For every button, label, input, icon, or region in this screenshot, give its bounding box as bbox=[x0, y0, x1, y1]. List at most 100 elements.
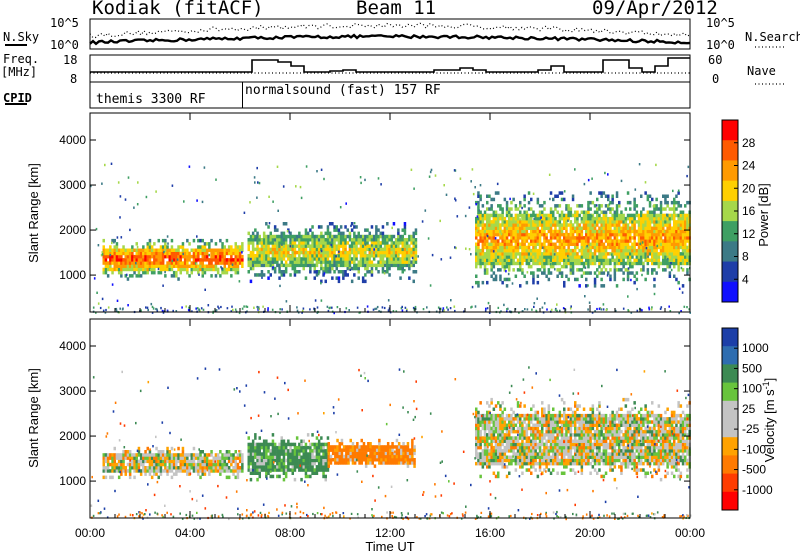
power-cell bbox=[131, 258, 134, 262]
power-cell bbox=[181, 267, 185, 272]
power-cell bbox=[578, 236, 581, 240]
power-cell bbox=[159, 254, 163, 259]
power-cell bbox=[503, 258, 507, 262]
power-cell bbox=[578, 226, 581, 230]
power-cell bbox=[164, 238, 167, 243]
velocity-cell bbox=[170, 462, 174, 467]
velocity-cell bbox=[254, 449, 257, 453]
power-cell bbox=[155, 261, 158, 265]
power-cell bbox=[408, 247, 411, 252]
power-cell bbox=[567, 255, 570, 259]
power-cell bbox=[328, 222, 332, 226]
power-scatter-point bbox=[387, 299, 390, 302]
power-ground-point bbox=[162, 311, 165, 314]
power-cell bbox=[499, 274, 502, 278]
power-cell bbox=[646, 258, 650, 262]
velocity-cell bbox=[282, 465, 286, 469]
power-cell bbox=[111, 270, 114, 275]
power-cell bbox=[221, 251, 224, 256]
power-cell bbox=[686, 232, 689, 237]
power-cell bbox=[655, 197, 658, 202]
power-cell bbox=[523, 248, 526, 253]
power-cell bbox=[543, 248, 546, 253]
velocity-cell bbox=[150, 469, 154, 473]
power-ground-point bbox=[441, 309, 444, 312]
power-cell bbox=[153, 261, 156, 265]
power-cell bbox=[602, 226, 606, 230]
power-cell bbox=[549, 229, 553, 234]
power-cell bbox=[626, 274, 630, 278]
power-cell bbox=[280, 254, 283, 258]
power-scatter-point bbox=[584, 266, 587, 269]
velocity-cell bbox=[483, 439, 487, 443]
power-cell bbox=[640, 258, 643, 262]
velocity-cell bbox=[262, 458, 266, 463]
power-cell bbox=[280, 244, 283, 248]
power-cell bbox=[609, 210, 612, 214]
velocity-cell bbox=[258, 465, 261, 469]
power-cell bbox=[219, 274, 222, 278]
velocity-cell bbox=[280, 436, 283, 440]
velocity-cell bbox=[404, 445, 407, 449]
power-cell bbox=[589, 271, 592, 275]
power-cell bbox=[591, 226, 595, 230]
freq-line bbox=[90, 57, 690, 73]
power-cell bbox=[260, 250, 264, 255]
velocity-cell bbox=[197, 453, 200, 457]
power-scatter-point bbox=[417, 255, 419, 258]
power-cell bbox=[306, 234, 310, 239]
power-cell bbox=[289, 247, 292, 252]
power-cell bbox=[668, 245, 672, 250]
power-cell bbox=[251, 250, 255, 255]
power-cell bbox=[353, 234, 356, 239]
power-cell bbox=[170, 248, 174, 252]
power-cell bbox=[490, 213, 493, 218]
power-cell bbox=[317, 234, 321, 239]
power-cell bbox=[554, 261, 557, 266]
power-cell bbox=[397, 247, 400, 252]
velocity-cell bbox=[265, 471, 268, 475]
power-cell bbox=[635, 229, 639, 234]
power-cell bbox=[201, 258, 204, 262]
power-cell bbox=[313, 241, 316, 245]
velocity-cell bbox=[400, 458, 403, 462]
power-cell bbox=[532, 261, 535, 266]
power-cell bbox=[545, 236, 548, 240]
power-cell bbox=[662, 226, 665, 230]
power-ground-point bbox=[257, 306, 259, 309]
power-cell bbox=[620, 216, 623, 221]
velocity-cell bbox=[128, 469, 132, 473]
power-cell bbox=[271, 241, 275, 245]
power-cell bbox=[212, 248, 215, 252]
power-cell bbox=[265, 222, 268, 226]
power-cell bbox=[503, 264, 507, 269]
power-cell bbox=[414, 228, 418, 232]
power-cell bbox=[631, 216, 634, 221]
power-cell bbox=[530, 216, 533, 221]
velocity-cell bbox=[102, 469, 105, 473]
power-cell bbox=[538, 223, 542, 227]
power-cell bbox=[254, 234, 257, 239]
velocity-cell bbox=[488, 420, 491, 424]
power-cell bbox=[276, 254, 279, 258]
power-cell bbox=[328, 250, 332, 255]
power-scatter-point bbox=[686, 174, 688, 178]
power-cell bbox=[230, 274, 233, 278]
power-cell bbox=[375, 238, 378, 242]
power-cell bbox=[499, 261, 502, 266]
power-cell bbox=[397, 263, 400, 268]
power-cell bbox=[490, 242, 493, 246]
power-cell bbox=[168, 267, 171, 272]
power-cell bbox=[366, 257, 369, 261]
power-cell bbox=[519, 284, 522, 288]
power-cell bbox=[379, 260, 382, 264]
power-cell bbox=[383, 241, 387, 245]
power-cell bbox=[353, 250, 356, 255]
power-cell bbox=[673, 242, 676, 246]
power-cell bbox=[556, 232, 559, 237]
power-scatter-point bbox=[595, 204, 598, 207]
velocity-cell bbox=[262, 449, 266, 453]
power-ground-point bbox=[230, 310, 233, 313]
velocity-cell bbox=[247, 455, 250, 459]
velocity-cell bbox=[267, 449, 270, 453]
